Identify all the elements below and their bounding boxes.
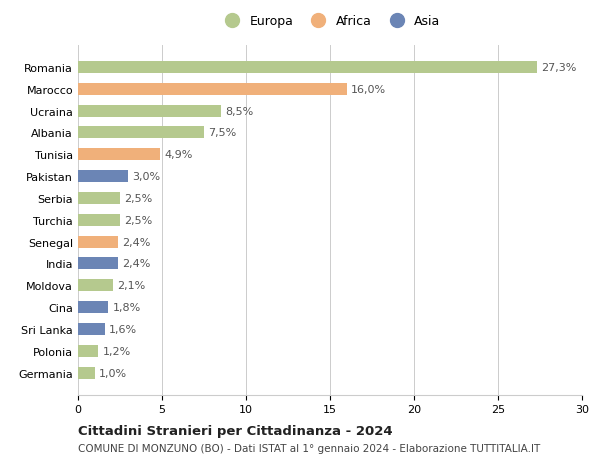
Bar (78, 280, 113, 292)
Text: 7,5%: 7,5% (208, 128, 236, 138)
Text: 3,0%: 3,0% (133, 172, 161, 182)
Text: 2,5%: 2,5% (124, 215, 152, 225)
Bar (78, 62, 536, 74)
Text: 1,2%: 1,2% (103, 346, 131, 356)
Bar (78, 84, 347, 95)
Text: 16,0%: 16,0% (351, 84, 386, 95)
Text: 1,8%: 1,8% (112, 302, 140, 313)
Text: 2,1%: 2,1% (118, 281, 146, 291)
Bar (78, 345, 98, 357)
Text: 2,4%: 2,4% (122, 259, 151, 269)
Text: Cittadini Stranieri per Cittadinanza - 2024: Cittadini Stranieri per Cittadinanza - 2… (78, 424, 392, 437)
Bar (78, 106, 221, 118)
Text: 1,0%: 1,0% (99, 368, 127, 378)
Text: 1,6%: 1,6% (109, 325, 137, 334)
Bar (78, 127, 204, 139)
Bar (78, 302, 108, 313)
Legend: Europa, Africa, Asia: Europa, Africa, Asia (215, 10, 445, 33)
Bar (78, 323, 105, 335)
Text: 8,5%: 8,5% (225, 106, 253, 116)
Bar (78, 258, 118, 270)
Text: 4,9%: 4,9% (164, 150, 193, 160)
Text: COMUNE DI MONZUNO (BO) - Dati ISTAT al 1° gennaio 2024 - Elaborazione TUTTITALIA: COMUNE DI MONZUNO (BO) - Dati ISTAT al 1… (78, 443, 540, 453)
Bar (78, 236, 118, 248)
Bar (78, 171, 128, 183)
Bar (78, 149, 160, 161)
Bar (78, 192, 120, 205)
Text: 2,5%: 2,5% (124, 194, 152, 203)
Text: 27,3%: 27,3% (541, 63, 576, 73)
Bar (78, 214, 120, 226)
Text: 2,4%: 2,4% (122, 237, 151, 247)
Bar (78, 367, 95, 379)
